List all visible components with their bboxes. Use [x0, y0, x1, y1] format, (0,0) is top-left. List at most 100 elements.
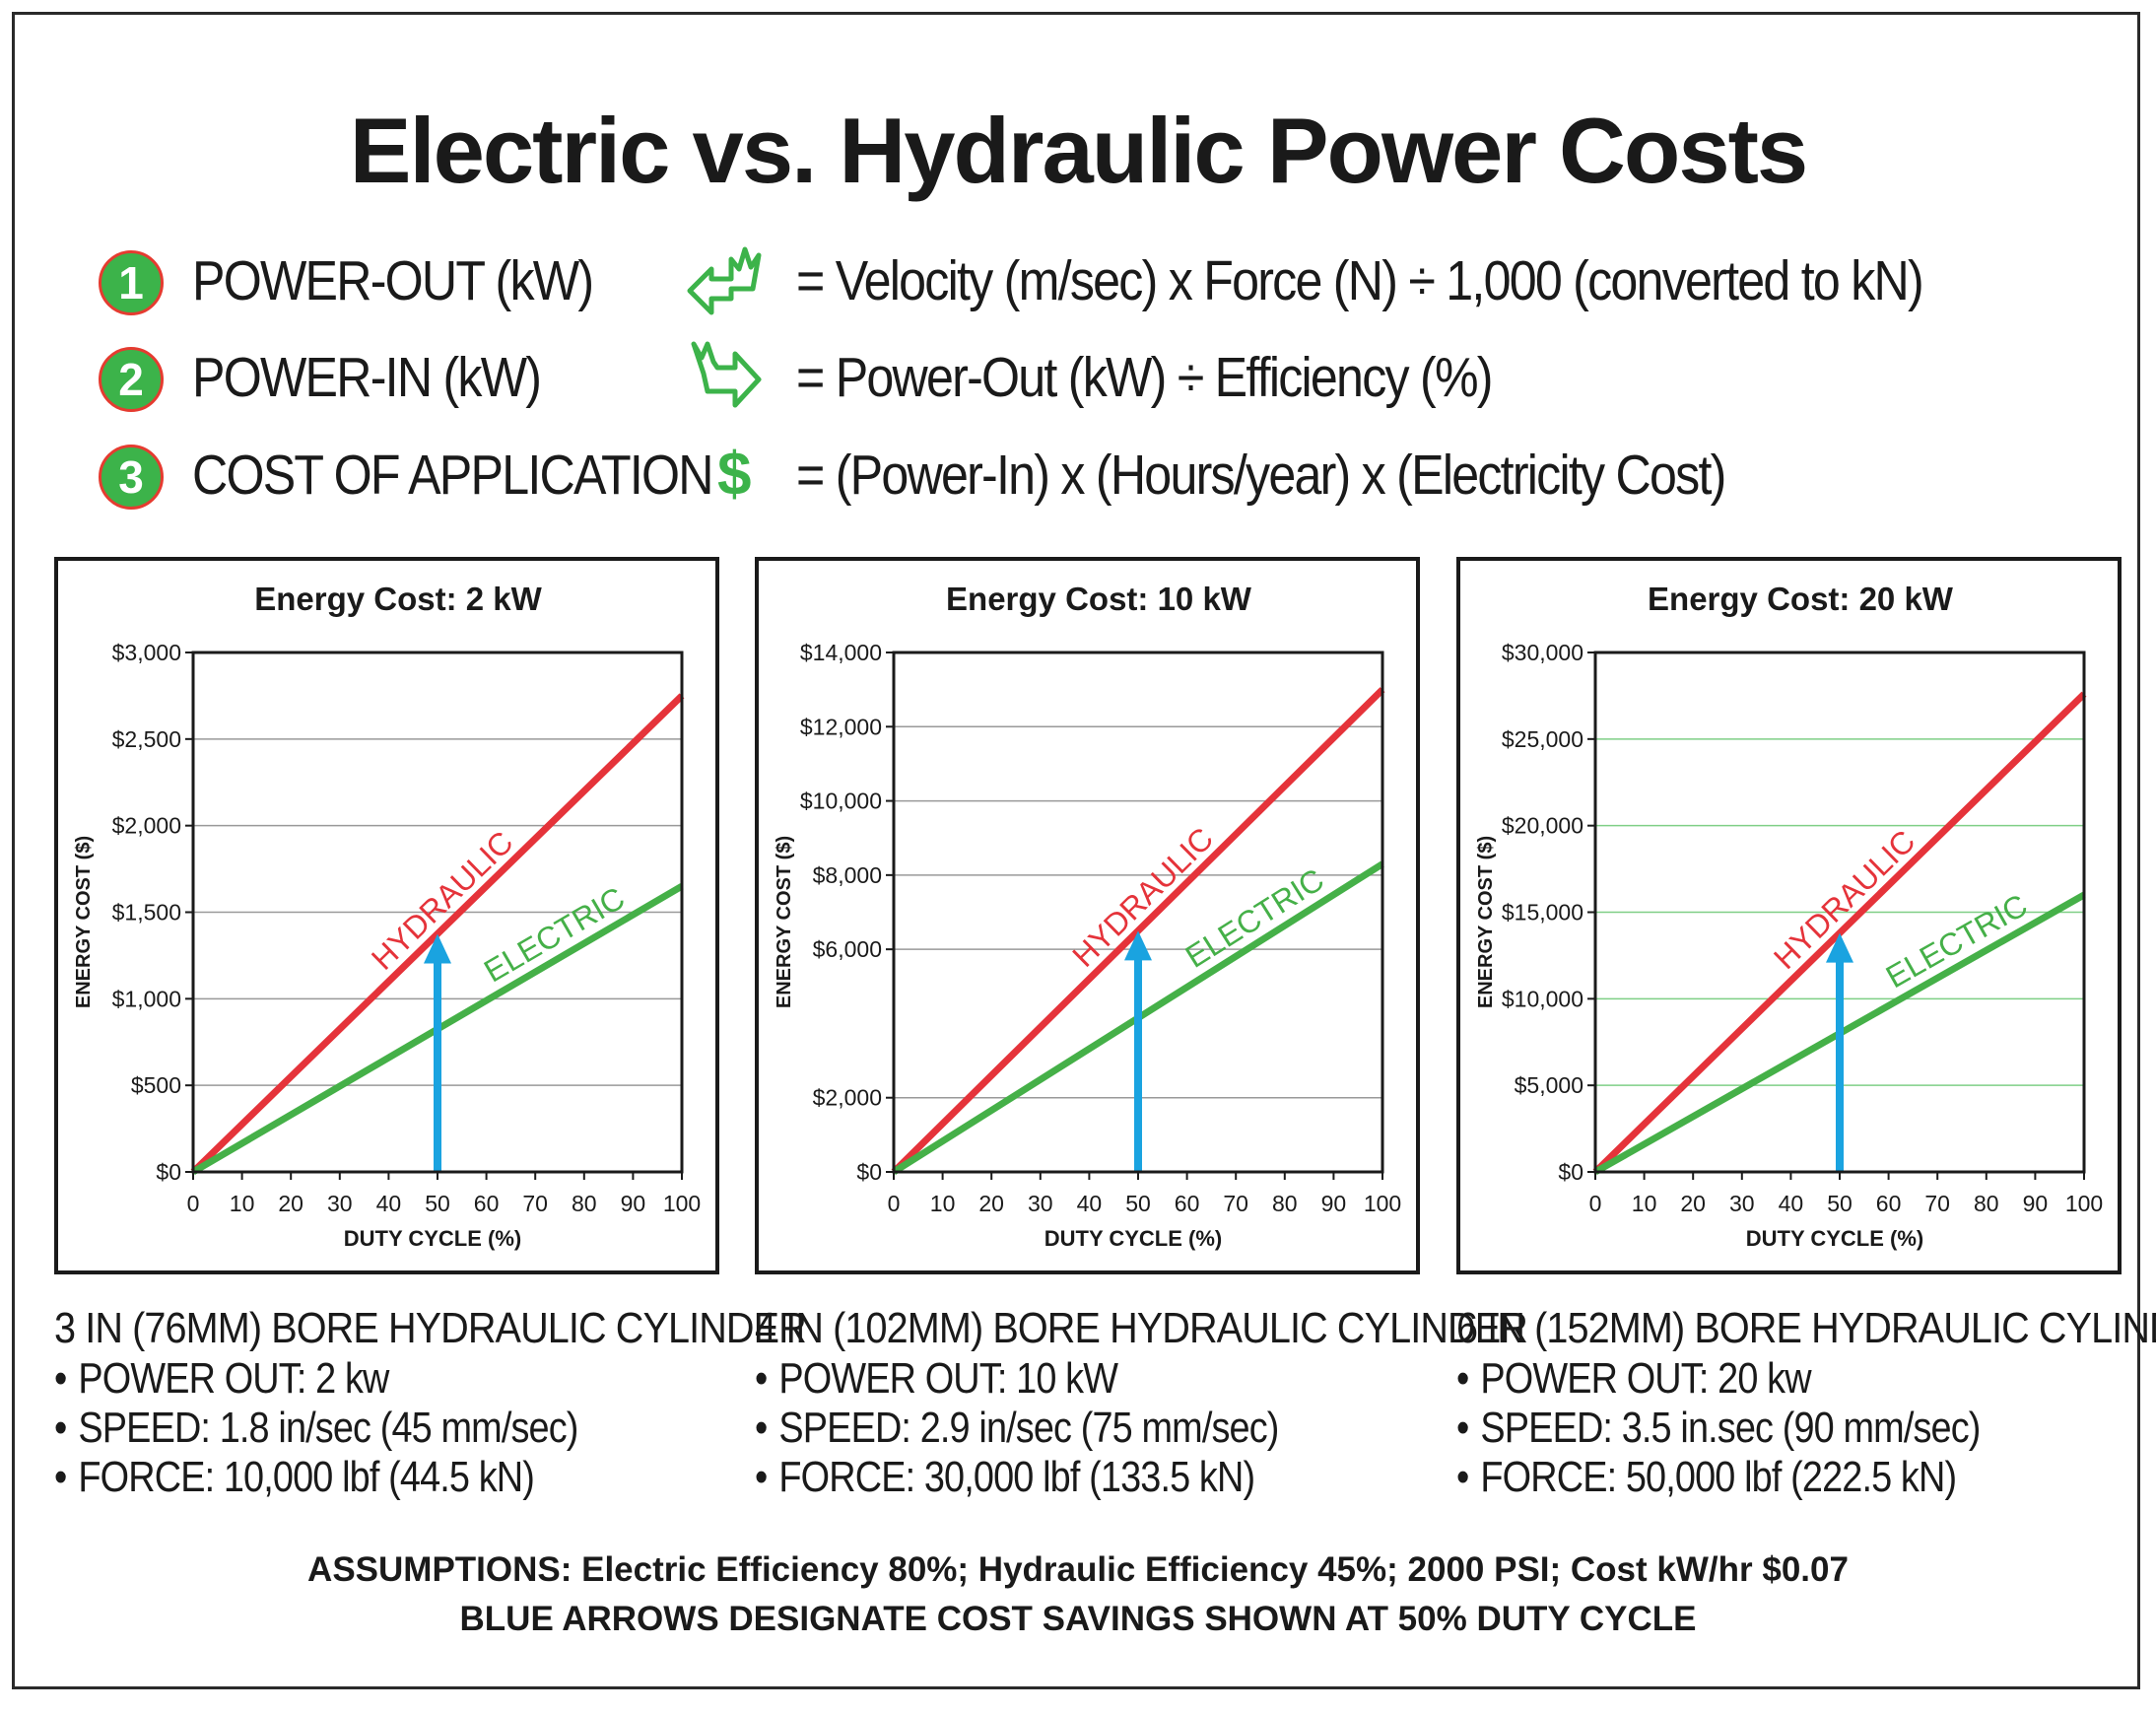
chart-svg: Energy Cost: 2 kW $0 $500 $1,000 $1,500 $2,00… — [73, 581, 701, 1251]
step-number-badge: 3 — [99, 445, 164, 510]
x-tick-label: 100 — [2065, 1191, 2103, 1216]
page-title: Electric vs. Hydraulic Power Costs — [349, 99, 1808, 202]
plot-frame — [191, 651, 684, 1174]
x-tick-label: 80 — [572, 1191, 597, 1216]
formula-row-power-out: 1 POWER-OUT (kW) = Velocity (m/sec) x Fo… — [0, 241, 2156, 320]
series-line-hydraulic — [891, 687, 1385, 1175]
x-tick-label: 50 — [1827, 1191, 1853, 1216]
formula-label: POWER-IN (kW) — [192, 346, 542, 409]
spec-title: 4 IN (102MM) BORE HYDRAULIC CYLINDER — [755, 1304, 1528, 1352]
x-tick-label: 80 — [1974, 1191, 1999, 1216]
spec-list: POWER OUT: 10 kW SPEED: 2.9 in/sec (75 m… — [755, 1354, 1445, 1502]
x-tick-label: 10 — [930, 1191, 956, 1216]
spec-title: 3 IN (76MM) BORE HYDRAULIC CYLINDER — [54, 1304, 807, 1352]
x-tick-label: 90 — [2023, 1191, 2049, 1216]
formula-equation: = (Power-In) x (Hours/year) x (Electrici… — [796, 444, 1726, 507]
formula-row-power-in: 2 POWER-IN (kW) = Power-Out (kW) ÷ Effic… — [0, 338, 2156, 417]
savings-arrow-head — [1826, 932, 1853, 963]
cylinder-spec-6in: 6 IN (152MM) BORE HYDRAULIC CYLINDER POW… — [1456, 1303, 2156, 1502]
assumptions-line: ASSUMPTIONS: Electric Efficiency 80%; Hy… — [307, 1550, 1849, 1589]
plot-frame — [1593, 651, 2086, 1174]
spec-item: SPEED: 3.5 in.sec (90 mm/sec) — [1456, 1404, 2050, 1453]
y-axis-label: ENERGY COST ($) — [1475, 836, 1497, 1008]
y-tick-label: $10,000 — [1502, 986, 1583, 1011]
x-axis-label: DUTY CYCLE (%) — [1746, 1226, 1924, 1251]
x-tick-label: 10 — [230, 1191, 255, 1216]
spec-item: POWER OUT: 20 kw — [1456, 1354, 2050, 1404]
spec-item: FORCE: 50,000 lbf (222.5 kN) — [1456, 1453, 2050, 1502]
cylinder-spec-3in: 3 IN (76MM) BORE HYDRAULIC CYLINDER POWE… — [54, 1303, 807, 1502]
formula-label: POWER-OUT (kW) — [192, 249, 594, 312]
y-tick-label: $15,000 — [1502, 900, 1583, 926]
x-tick-label: 40 — [1077, 1191, 1103, 1216]
chart-title: Energy Cost: 20 kW — [1648, 581, 1954, 617]
spec-item: SPEED: 2.9 in/sec (75 mm/sec) — [755, 1404, 1348, 1453]
formula-row-cost: 3 COST OF APPLICATION $ = (Power-In) x (… — [0, 436, 2156, 514]
y-tick-label: $6,000 — [813, 936, 882, 962]
chart-svg: Energy Cost: 20 kW $0 $5,000 $10,000 $15,000… — [1475, 581, 2103, 1251]
x-tick-label: 60 — [1175, 1191, 1200, 1216]
cylinder-spec-4in: 4 IN (102MM) BORE HYDRAULIC CYLINDER POW… — [755, 1303, 1528, 1502]
y-tick-label: $1,000 — [112, 986, 181, 1011]
chart-svg: Energy Cost: 10 kW $0 $2,000 $6,000 $8,000 $1… — [774, 581, 1401, 1251]
y-axis-label: ENERGY COST ($) — [73, 836, 95, 1008]
step-number-badge: 1 — [99, 250, 164, 315]
x-tick-label: 60 — [474, 1191, 500, 1216]
x-tick-label: 30 — [1028, 1191, 1053, 1216]
x-tick-label: 0 — [187, 1191, 200, 1216]
formula-equation: = Velocity (m/sec) x Force (N) ÷ 1,000 (… — [796, 249, 1924, 312]
x-tick-label: 70 — [1924, 1191, 1950, 1216]
x-tick-label: 60 — [1876, 1191, 1902, 1216]
spec-title: 6 IN (152MM) BORE HYDRAULIC CYLINDER — [1456, 1304, 2156, 1352]
spec-item: SPEED: 1.8 in/sec (45 mm/sec) — [54, 1404, 647, 1453]
y-tick-label: $0 — [1558, 1159, 1583, 1185]
chart-2kw: Energy Cost: 2 kW $0 $500 $1,000 $1,500 $2,00… — [54, 557, 719, 1274]
y-tick-label: $2,000 — [813, 1085, 882, 1111]
x-axis-label: DUTY CYCLE (%) — [344, 1226, 522, 1251]
y-tick-label: $25,000 — [1502, 726, 1583, 752]
y-axis-label: ENERGY COST ($) — [774, 836, 795, 1008]
y-tick-label: $8,000 — [813, 862, 882, 888]
step-number-badge: 2 — [99, 347, 164, 412]
page-frame — [12, 12, 2140, 1689]
spec-item: POWER OUT: 10 kW — [755, 1354, 1348, 1404]
x-tick-label: 20 — [278, 1191, 303, 1216]
savings-arrow-head — [424, 933, 451, 964]
y-tick-label: $14,000 — [800, 640, 882, 665]
chart-title: Energy Cost: 2 kW — [254, 581, 542, 617]
chart-title: Energy Cost: 10 kW — [946, 581, 1252, 617]
y-tick-label: $2,500 — [112, 726, 181, 752]
y-tick-label: $500 — [131, 1072, 181, 1098]
spec-item: FORCE: 10,000 lbf (44.5 kN) — [54, 1453, 647, 1502]
y-tick-label: $20,000 — [1502, 813, 1583, 839]
series-line-hydraulic — [190, 693, 685, 1175]
dollar-icon: $ — [717, 441, 752, 509]
y-tick-label: $5,000 — [1515, 1072, 1583, 1098]
y-tick-label: $12,000 — [800, 714, 882, 739]
savings-arrow-head — [1124, 930, 1152, 961]
plot-frame — [892, 651, 1384, 1174]
arrow-out-icon — [691, 341, 762, 408]
x-tick-label: 90 — [621, 1191, 646, 1216]
y-tick-label: $10,000 — [800, 789, 882, 814]
x-tick-label: 50 — [425, 1191, 450, 1216]
spec-item: POWER OUT: 2 kw — [54, 1354, 647, 1404]
spec-item: FORCE: 30,000 lbf (133.5 kN) — [755, 1453, 1348, 1502]
x-tick-label: 20 — [1680, 1191, 1706, 1216]
arrow-note-line: BLUE ARROWS DESIGNATE COST SAVINGS SHOWN… — [459, 1600, 1697, 1638]
x-tick-label: 100 — [1364, 1191, 1401, 1216]
y-tick-label: $2,000 — [112, 813, 181, 839]
y-tick-label: $0 — [856, 1159, 882, 1185]
y-tick-label: $3,000 — [112, 640, 181, 665]
x-axis-label: DUTY CYCLE (%) — [1044, 1226, 1223, 1251]
x-tick-label: 50 — [1125, 1191, 1151, 1216]
x-tick-label: 0 — [888, 1191, 901, 1216]
x-tick-label: 40 — [376, 1191, 402, 1216]
arrow-in-icon — [687, 246, 762, 315]
x-tick-label: 20 — [978, 1191, 1004, 1216]
formula-label: COST OF APPLICATION — [192, 444, 713, 507]
x-tick-label: 90 — [1321, 1191, 1347, 1216]
x-tick-label: 10 — [1632, 1191, 1657, 1216]
x-tick-label: 0 — [1589, 1191, 1602, 1216]
x-tick-label: 70 — [522, 1191, 548, 1216]
